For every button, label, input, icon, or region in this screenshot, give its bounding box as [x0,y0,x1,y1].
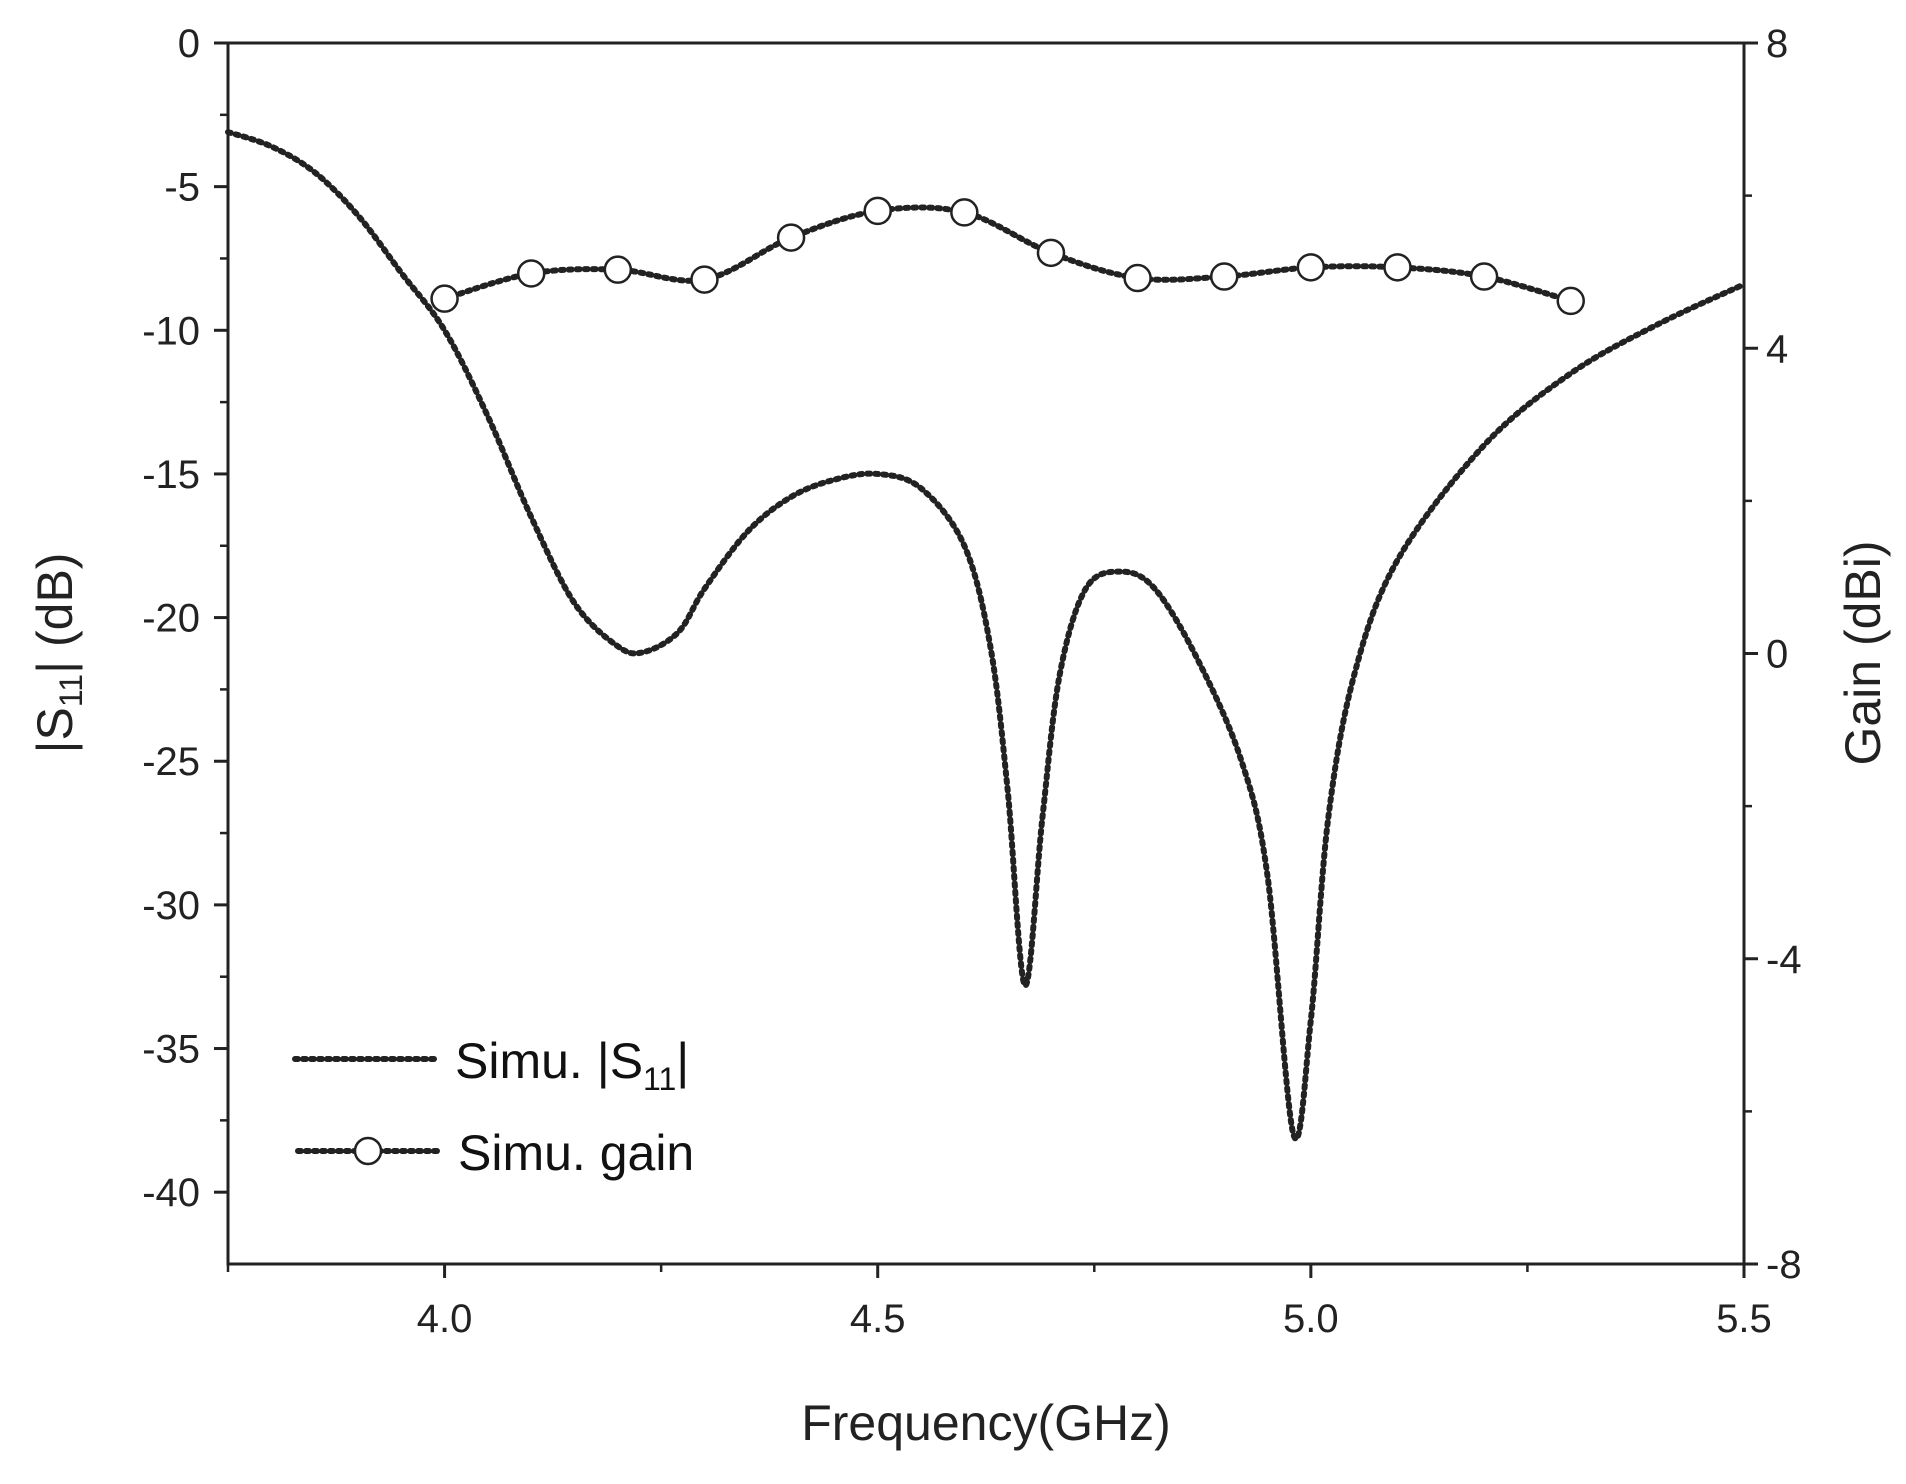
y-left-tick-label: -10 [142,309,200,353]
y-right-tick-label: 0 [1766,633,1788,677]
x-tick-label: 4.0 [417,1297,473,1341]
x-tick-label: 5.0 [1283,1297,1339,1341]
legend-gain-label: Simu. gain [458,1125,694,1181]
legend-s11-label: Simu. |S11| [455,1033,689,1097]
gain-data-point [1036,238,1066,268]
y-left-axis-title: |S11| (dB) [27,553,89,754]
gain-data-point [1123,263,1152,293]
gain-data-point [1296,253,1326,282]
gain-data-point [1556,286,1585,316]
gain-data-point [1383,253,1412,282]
y-right-tick-label: -8 [1766,1243,1802,1287]
y-left-tick-label: -35 [142,1028,200,1072]
gain-data-point [776,223,806,252]
gain-data-point [950,198,979,227]
y-left-tick-label: -15 [142,453,200,497]
gain-data-point [430,284,459,313]
y-right-tick-label: -4 [1766,938,1802,982]
gain-data-point [516,259,546,288]
y-left-tick-label: -5 [164,166,200,210]
gain-data-point [1209,262,1239,291]
x-tick-label: 5.5 [1716,1297,1772,1341]
legend: Simu. |S11| Simu. gain [292,1033,694,1181]
ticks: 4.0 4.5 5.0 5.5 0 -5 -10 -15 -20 -25 -30 -35 -40 8 4 0 -… [142,22,1801,1341]
y-right-axis-title: Gain (dBi) [1835,540,1891,765]
y-right-tick-label: 8 [1766,22,1788,66]
y-left-tick-label: -30 [142,884,200,928]
gain-data-point [1469,262,1499,291]
s11-curve [225,129,1747,1142]
gain-data-point [603,255,633,284]
x-axis-title: Frequency(GHz) [801,1395,1171,1451]
y-left-tick-label: -40 [142,1171,200,1215]
legend-gain-marker [353,1136,383,1166]
y-left-tick-label: 0 [178,22,200,66]
gain-data-point [863,196,892,226]
series-layer [225,129,1747,1142]
gain-data-point [690,265,719,294]
y-right-tick-label: 4 [1766,327,1788,371]
y-left-tick-label: -20 [142,597,200,641]
x-tick-label: 4.5 [850,1297,906,1341]
y-left-tick-label: -25 [142,740,200,784]
